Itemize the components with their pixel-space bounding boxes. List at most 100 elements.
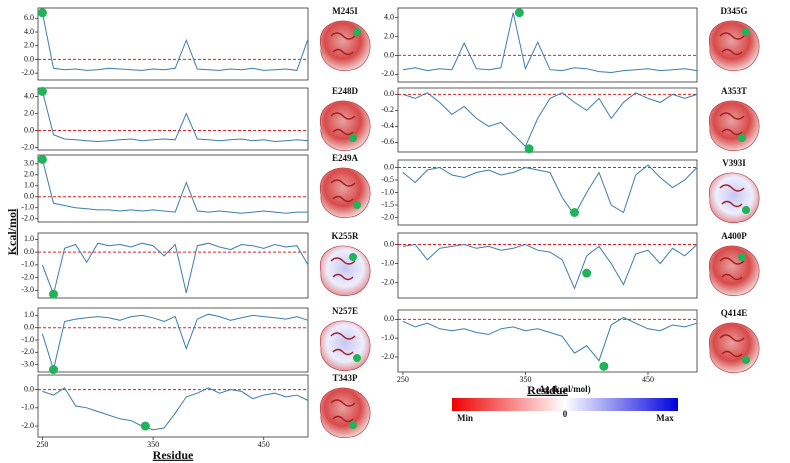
protein-site xyxy=(353,354,361,362)
protein-helix xyxy=(330,399,356,423)
plot-frame xyxy=(37,87,309,151)
protein-structure xyxy=(708,245,760,297)
protein-structure xyxy=(708,322,760,374)
data-line xyxy=(402,316,698,362)
y-tick-label: -2.0 xyxy=(21,347,34,356)
y-tick-label: -0.2 xyxy=(381,105,394,114)
colorbar-min: Min xyxy=(457,413,473,423)
y-tick-label: 0.0 xyxy=(384,50,394,59)
highlight-marker xyxy=(37,154,47,164)
x-tick-label: 450 xyxy=(258,440,270,449)
y-tick-label: 2.0 xyxy=(24,41,34,50)
y-tick-label: 0.0 xyxy=(24,192,34,201)
plot-frame xyxy=(397,232,698,299)
protein-site xyxy=(349,134,357,142)
protein-blob xyxy=(708,100,760,152)
protein-site xyxy=(349,421,357,429)
y-tick-label: -1.0 xyxy=(21,335,34,344)
protein-blob xyxy=(319,167,371,219)
mutation-title: M245I xyxy=(332,6,358,16)
y-tick-label: -2.0 xyxy=(381,69,394,78)
y-tick-label: -3.0 xyxy=(21,359,34,368)
y-tick-label: 3.0 xyxy=(24,159,34,168)
protein-structure xyxy=(708,20,760,72)
protein-site xyxy=(353,201,361,209)
mutation-title: K255R xyxy=(332,231,360,241)
y-tick-label: -2.0 xyxy=(381,212,394,221)
plot-frame xyxy=(37,7,309,81)
highlight-marker xyxy=(140,421,150,431)
highlight-marker xyxy=(48,289,58,299)
protein-helix xyxy=(330,112,356,136)
y-tick-label: 2.0 xyxy=(384,31,394,40)
protein-helix xyxy=(330,32,356,56)
mutation-title: E248D xyxy=(332,86,359,96)
protein-blob xyxy=(319,320,371,372)
protein-site xyxy=(742,28,750,36)
data-line xyxy=(41,313,309,372)
y-tick-label: 1.0 xyxy=(24,181,34,190)
protein-helix xyxy=(330,332,356,356)
y-tick-label: 0.0 xyxy=(384,314,394,323)
protein-site xyxy=(742,356,750,364)
y-tick-label: 4.0 xyxy=(24,27,34,36)
protein-blob xyxy=(319,387,371,439)
y-tick-label: -2.0 xyxy=(381,352,394,361)
data-line xyxy=(41,91,309,143)
protein-structure xyxy=(708,172,760,224)
colorbar-mid: 0 xyxy=(563,409,568,419)
y-tick-label: -2.0 xyxy=(21,214,34,223)
y-tick-label: 4.0 xyxy=(384,12,394,21)
data-line xyxy=(402,243,698,290)
y-tick-label: -1.0 xyxy=(381,333,394,342)
y-tick-label: 0.0 xyxy=(384,239,394,248)
y-tick-label: -2.0 xyxy=(21,272,34,281)
data-line xyxy=(41,242,309,296)
y-tick-label: -0.4 xyxy=(381,121,394,130)
highlight-marker xyxy=(524,144,534,154)
mutation-title: N257E xyxy=(332,306,358,316)
x-axis-label: Residue xyxy=(527,383,568,397)
highlight-marker xyxy=(569,208,579,217)
protein-blob xyxy=(708,20,760,72)
protein-helix xyxy=(719,257,745,281)
y-tick-label: -1.0 xyxy=(381,187,394,196)
protein-helix xyxy=(719,334,745,358)
y-tick-label: 0.0 xyxy=(24,323,34,332)
y-tick-label: -1.0 xyxy=(21,203,34,212)
y-tick-label: 0.0 xyxy=(24,125,34,134)
mutation-title: D345G xyxy=(721,6,748,16)
protein-helix xyxy=(330,179,356,203)
protein-site xyxy=(738,253,746,261)
colorbar-title: Δg (kcal/mol) xyxy=(539,384,590,394)
mutation-title: T343P xyxy=(332,373,358,383)
y-tick-label: 4.0 xyxy=(24,91,34,100)
y-tick-label: -1.0 xyxy=(21,260,34,269)
colorbar-max: Max xyxy=(656,413,674,423)
mutation-title: Q414E xyxy=(721,308,748,318)
x-tick-label: 250 xyxy=(36,440,48,449)
data-line xyxy=(41,12,309,71)
plot-frame xyxy=(397,309,698,373)
protein-helix xyxy=(719,32,745,56)
y-tick-label: -3.0 xyxy=(21,285,34,294)
protein-structure xyxy=(319,100,371,152)
x-tick-label: 350 xyxy=(147,440,159,449)
x-axis-label: Residue xyxy=(153,448,194,462)
protein-blob xyxy=(319,20,371,72)
protein-structure xyxy=(319,320,371,372)
protein-site xyxy=(742,206,750,214)
highlight-marker xyxy=(37,8,47,18)
y-tick-label: 2.0 xyxy=(24,170,34,179)
protein-structure xyxy=(319,167,371,219)
data-line xyxy=(402,92,698,148)
mutation-title: A353T xyxy=(721,86,747,96)
plot-frame xyxy=(37,154,309,223)
protein-blob xyxy=(319,100,371,152)
protein-blob xyxy=(319,245,371,297)
data-line xyxy=(41,159,308,214)
y-tick-label: 0.0 xyxy=(24,384,34,393)
plot-frame xyxy=(37,374,309,438)
y-tick-label: 0.0 xyxy=(384,89,394,98)
colorbar xyxy=(452,398,678,411)
